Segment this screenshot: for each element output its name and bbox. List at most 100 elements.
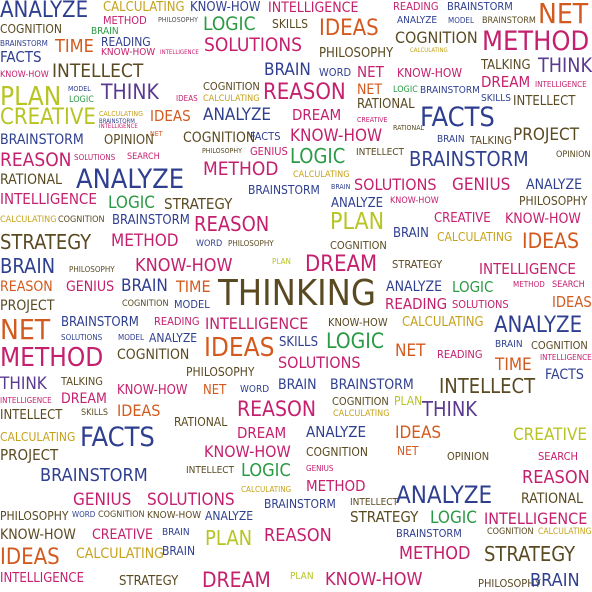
cloud-word: CREATIVE bbox=[92, 527, 154, 543]
cloud-word: TALKING bbox=[481, 58, 531, 73]
cloud-word: METHOD bbox=[103, 14, 147, 27]
cloud-word: WORD bbox=[319, 66, 352, 79]
cloud-word: CALCULATING bbox=[0, 215, 57, 225]
cloud-word: FACTS bbox=[80, 422, 155, 453]
cloud-word: BRAIN bbox=[91, 26, 119, 37]
cloud-word: KNOW-HOW bbox=[325, 569, 423, 590]
cloud-word: KNOW-HOW bbox=[101, 47, 156, 58]
cloud-word: LOGIC bbox=[241, 460, 291, 481]
cloud-word: INTELLECT bbox=[52, 60, 144, 82]
cloud-word: CALCULATING bbox=[99, 110, 143, 118]
cloud-word: IDEAS bbox=[204, 333, 275, 363]
cloud-word: IDEAS bbox=[0, 545, 60, 570]
cloud-word: OPINION bbox=[447, 450, 490, 463]
cloud-word: CREATIVE bbox=[513, 425, 588, 445]
cloud-word: CALCULATING bbox=[538, 527, 592, 537]
cloud-word: KNOW-HOW bbox=[147, 510, 202, 521]
cloud-word: MODEL bbox=[68, 85, 91, 93]
cloud-word: DREAM bbox=[481, 73, 531, 91]
cloud-word: RATIONAL bbox=[0, 172, 63, 188]
cloud-word: METHOD bbox=[482, 26, 590, 57]
cloud-word: SEARCH bbox=[538, 450, 578, 463]
cloud-word: KNOW-HOW bbox=[390, 196, 439, 206]
cloud-word: METHOD bbox=[203, 158, 279, 180]
cloud-word: NET bbox=[357, 82, 383, 98]
cloud-word: CALCULATING bbox=[293, 170, 350, 180]
cloud-word: PHILOSOPHY bbox=[0, 509, 69, 523]
cloud-word: CALCULATING bbox=[241, 485, 292, 494]
cloud-word: CALCULATING bbox=[203, 94, 260, 104]
cloud-word: FACTS bbox=[0, 48, 42, 66]
cloud-word: PROJECT bbox=[0, 446, 59, 464]
cloud-word: BRAIN bbox=[331, 183, 351, 191]
cloud-word: METHOD bbox=[399, 543, 471, 564]
cloud-word: BRAIN bbox=[162, 527, 190, 538]
cloud-word: BRAINSTORM bbox=[61, 315, 139, 330]
cloud-word: METHOD bbox=[0, 343, 104, 373]
cloud-word: LOGIC bbox=[452, 278, 494, 296]
cloud-word: CALCULATING bbox=[0, 430, 76, 444]
cloud-word: GENIUS bbox=[250, 145, 288, 158]
cloud-word: INTELLIGENCE bbox=[0, 571, 84, 586]
cloud-word: INTELLIGENCE bbox=[479, 260, 576, 278]
cloud-word: COGNITION bbox=[395, 28, 478, 47]
cloud-word: BRAIN bbox=[393, 226, 429, 241]
cloud-word: INTELLECT bbox=[0, 408, 63, 423]
cloud-word: BRAINSTORM bbox=[40, 465, 148, 486]
cloud-word: REASON bbox=[263, 80, 346, 105]
cloud-word: SEARCH bbox=[552, 280, 585, 290]
cloud-word: BRAIN bbox=[0, 254, 56, 278]
cloud-word: PLAN bbox=[0, 82, 62, 112]
cloud-word: RATIONAL bbox=[174, 415, 228, 429]
cloud-word: ANALYZE bbox=[149, 331, 198, 345]
cloud-word: INTELLECT bbox=[350, 497, 399, 508]
cloud-word: NET bbox=[395, 341, 426, 361]
cloud-word: STRATEGY bbox=[484, 542, 576, 566]
cloud-word: INTELLECT bbox=[356, 147, 405, 158]
cloud-word: LOGIC bbox=[326, 329, 385, 353]
cloud-word: COGNITION bbox=[117, 347, 190, 363]
cloud-word: STRATEGY bbox=[392, 258, 443, 271]
cloud-word: GENIUS bbox=[452, 175, 511, 195]
cloud-word: COGNITION bbox=[330, 239, 387, 252]
cloud-word: BRAIN bbox=[495, 339, 523, 350]
cloud-word: SKILLS bbox=[272, 17, 308, 31]
cloud-word: LOGIC bbox=[69, 95, 94, 105]
cloud-word: ANALYZE bbox=[0, 0, 89, 23]
cloud-word: NET bbox=[357, 63, 384, 81]
cloud-word: DREAM bbox=[61, 391, 107, 407]
cloud-word: KNOW-HOW bbox=[204, 442, 291, 461]
cloud-word: IDEAS bbox=[522, 229, 579, 253]
cloud-word: INTELLIGENCE bbox=[484, 509, 588, 528]
cloud-word: INTELLECT bbox=[513, 94, 576, 109]
cloud-word: RATIONAL bbox=[521, 491, 584, 507]
cloud-word: KNOW-HOW bbox=[328, 316, 388, 329]
cloud-word: CALCULATING bbox=[103, 0, 185, 15]
cloud-word: TALKING bbox=[61, 375, 103, 388]
cloud-word: CALCULATING bbox=[333, 409, 390, 419]
cloud-word: RATIONAL bbox=[357, 97, 415, 112]
cloud-word: REASON bbox=[0, 149, 72, 171]
cloud-word: STRATEGY bbox=[0, 230, 92, 254]
cloud-word: TIME bbox=[495, 355, 532, 375]
cloud-word: CREATIVE bbox=[357, 116, 388, 124]
cloud-word: SOLUTIONS bbox=[74, 153, 116, 162]
cloud-word: ANALYZE bbox=[331, 196, 384, 211]
cloud-word: WORD bbox=[72, 510, 96, 519]
cloud-word: ANALYZE bbox=[203, 105, 272, 125]
cloud-word: KNOW-HOW bbox=[290, 126, 383, 146]
cloud-word: METHOD bbox=[111, 231, 179, 251]
cloud-word: PLAN bbox=[272, 257, 291, 266]
cloud-word: BRAINSTORM bbox=[264, 497, 336, 511]
cloud-word: IDEAS bbox=[552, 294, 592, 311]
cloud-word: KNOW-HOW bbox=[190, 0, 261, 15]
cloud-word: READING bbox=[393, 0, 439, 13]
cloud-word: ANALYZE bbox=[306, 423, 367, 441]
cloud-word: MODEL bbox=[448, 16, 474, 25]
cloud-word: FACTS bbox=[420, 102, 495, 133]
cloud-word: THINK bbox=[422, 397, 478, 421]
cloud-word: FACTS bbox=[250, 130, 281, 143]
cloud-word: ANALYZE bbox=[205, 509, 254, 523]
cloud-word: PHILOSOPHY bbox=[69, 265, 115, 274]
cloud-word: PHILOSOPHY bbox=[202, 147, 242, 155]
